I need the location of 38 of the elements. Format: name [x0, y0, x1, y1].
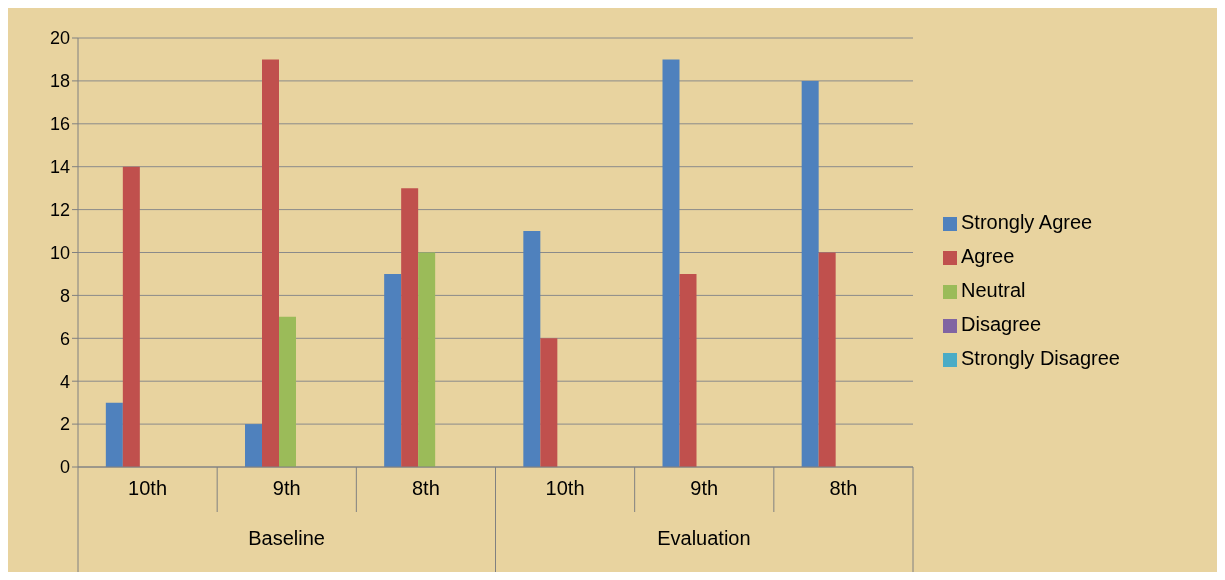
legend-label: Agree	[961, 245, 1015, 267]
bar	[262, 59, 279, 467]
y-tick-label: 18	[49, 71, 70, 92]
y-tick-label: 8	[59, 285, 70, 306]
text: Evaluation	[656, 527, 752, 550]
legend-label: Neutral	[961, 279, 1026, 301]
bar	[122, 166, 140, 467]
y-tick-label: 16	[49, 114, 70, 135]
y-tick-label: 14	[49, 157, 70, 178]
y-tick-label: 12	[49, 199, 70, 220]
legend-label: Disagree	[961, 313, 1042, 335]
y-tick-label: 2	[59, 414, 70, 435]
bar	[245, 424, 262, 467]
y-tick-label: 10	[49, 242, 70, 263]
y-tick-label: 4	[59, 371, 70, 392]
x-tick-label: 9th	[272, 477, 301, 499]
text: Baseline	[247, 527, 326, 550]
x-tick-label: 9th	[690, 477, 719, 499]
bar	[801, 80, 819, 467]
bar	[105, 402, 123, 467]
x-tick-label: 8th	[829, 477, 858, 499]
bar	[384, 273, 402, 467]
x-tick-label: 10th	[545, 477, 585, 499]
bar	[818, 252, 836, 467]
bar	[523, 231, 541, 467]
bar	[401, 188, 419, 467]
x-tick-label: 8th	[412, 477, 440, 499]
y-tick-label: 6	[59, 328, 70, 349]
legend-label: Strongly Disagree	[961, 347, 1120, 369]
legend-label: Strongly Agree	[961, 211, 1093, 233]
bar	[279, 316, 296, 467]
x-tick-label: 10th	[128, 477, 168, 499]
y-tick-label: 20	[49, 28, 70, 49]
y-tick-label: 0	[59, 457, 70, 478]
bar	[662, 59, 680, 467]
bar	[418, 252, 436, 467]
bar	[679, 273, 697, 467]
bar	[540, 338, 558, 467]
